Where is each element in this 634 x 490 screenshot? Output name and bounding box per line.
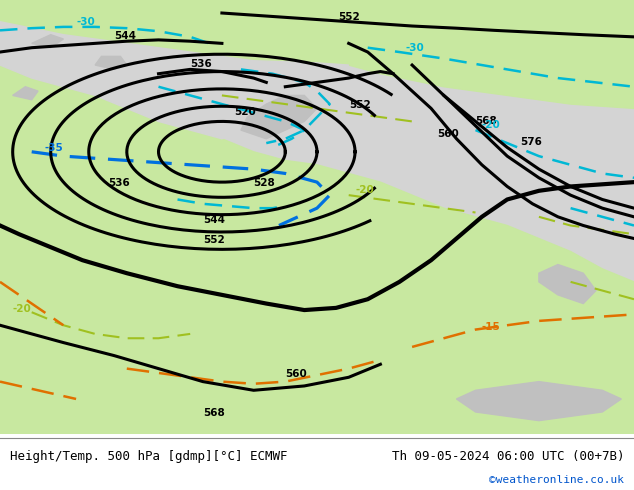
Text: -30: -30 <box>76 17 95 27</box>
Text: 536: 536 <box>108 178 129 189</box>
Text: 576: 576 <box>520 137 542 147</box>
Text: 544: 544 <box>203 215 225 225</box>
Text: -20: -20 <box>355 185 374 195</box>
Text: 552: 552 <box>349 100 370 110</box>
Text: -20: -20 <box>482 120 501 130</box>
Text: -35: -35 <box>44 143 63 153</box>
Text: 544: 544 <box>114 31 136 41</box>
Text: 552: 552 <box>338 11 359 22</box>
Polygon shape <box>0 22 349 139</box>
Text: 520: 520 <box>235 107 256 117</box>
Polygon shape <box>32 35 63 48</box>
Text: 536: 536 <box>190 59 212 69</box>
Text: -30: -30 <box>406 43 425 53</box>
Text: ©weatheronline.co.uk: ©weatheronline.co.uk <box>489 475 624 485</box>
Text: 560: 560 <box>285 369 307 379</box>
Text: Height/Temp. 500 hPa [gdmp][°C] ECMWF: Height/Temp. 500 hPa [gdmp][°C] ECMWF <box>10 450 287 463</box>
Text: 568: 568 <box>476 116 497 125</box>
Polygon shape <box>13 87 38 100</box>
Text: -20: -20 <box>13 304 32 314</box>
Polygon shape <box>0 0 634 108</box>
Polygon shape <box>456 382 621 420</box>
Text: Th 09-05-2024 06:00 UTC (00+7B): Th 09-05-2024 06:00 UTC (00+7B) <box>392 450 624 463</box>
Text: 568: 568 <box>203 408 224 418</box>
Text: 552: 552 <box>203 235 224 245</box>
Polygon shape <box>241 96 317 139</box>
Text: 560: 560 <box>437 128 459 139</box>
Text: -15: -15 <box>482 321 501 332</box>
Polygon shape <box>0 65 634 434</box>
Polygon shape <box>539 265 596 303</box>
Polygon shape <box>95 56 127 70</box>
Text: 528: 528 <box>254 178 275 189</box>
